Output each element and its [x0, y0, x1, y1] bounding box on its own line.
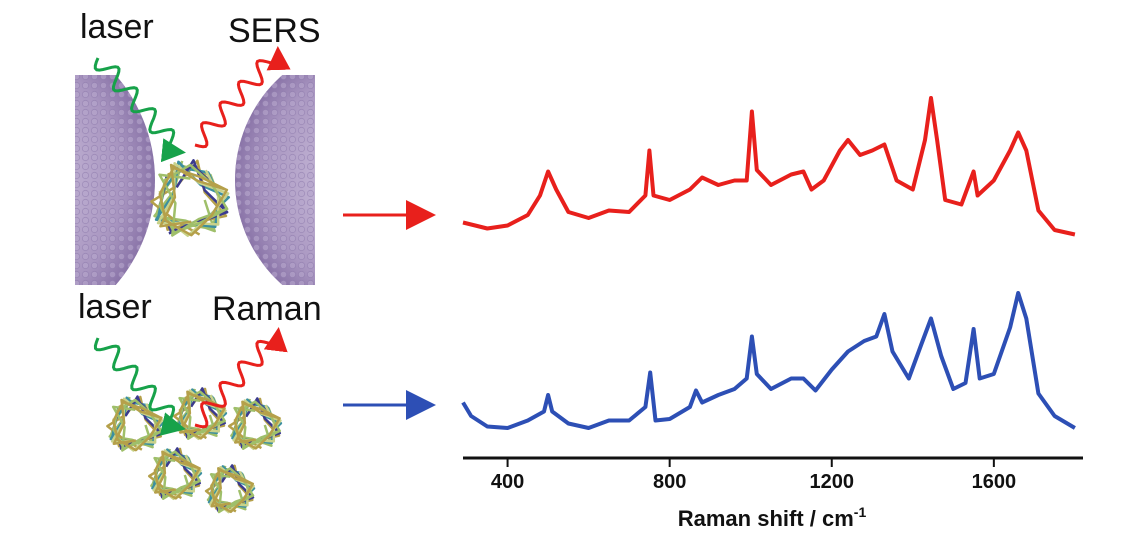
label: SERS	[228, 12, 321, 50]
x-tick-label: 1600	[972, 471, 1017, 493]
label: Raman	[212, 290, 322, 328]
x-axis-label-sup: -1	[854, 504, 867, 520]
label: laser	[80, 8, 154, 46]
label: laser	[78, 288, 152, 326]
wave	[95, 338, 180, 428]
x-tick-label: 800	[653, 471, 686, 493]
spectrum	[463, 98, 1075, 235]
x-axis-label-text: Raman shift / cm	[678, 506, 854, 531]
figure: laser SERS laser Raman Raman shift / cm-…	[0, 0, 1143, 533]
x-tick-label: 400	[491, 471, 524, 493]
x-tick-label: 1200	[810, 471, 855, 493]
x-axis-label: Raman shift / cm-1	[678, 504, 867, 531]
spectrum	[463, 293, 1075, 428]
